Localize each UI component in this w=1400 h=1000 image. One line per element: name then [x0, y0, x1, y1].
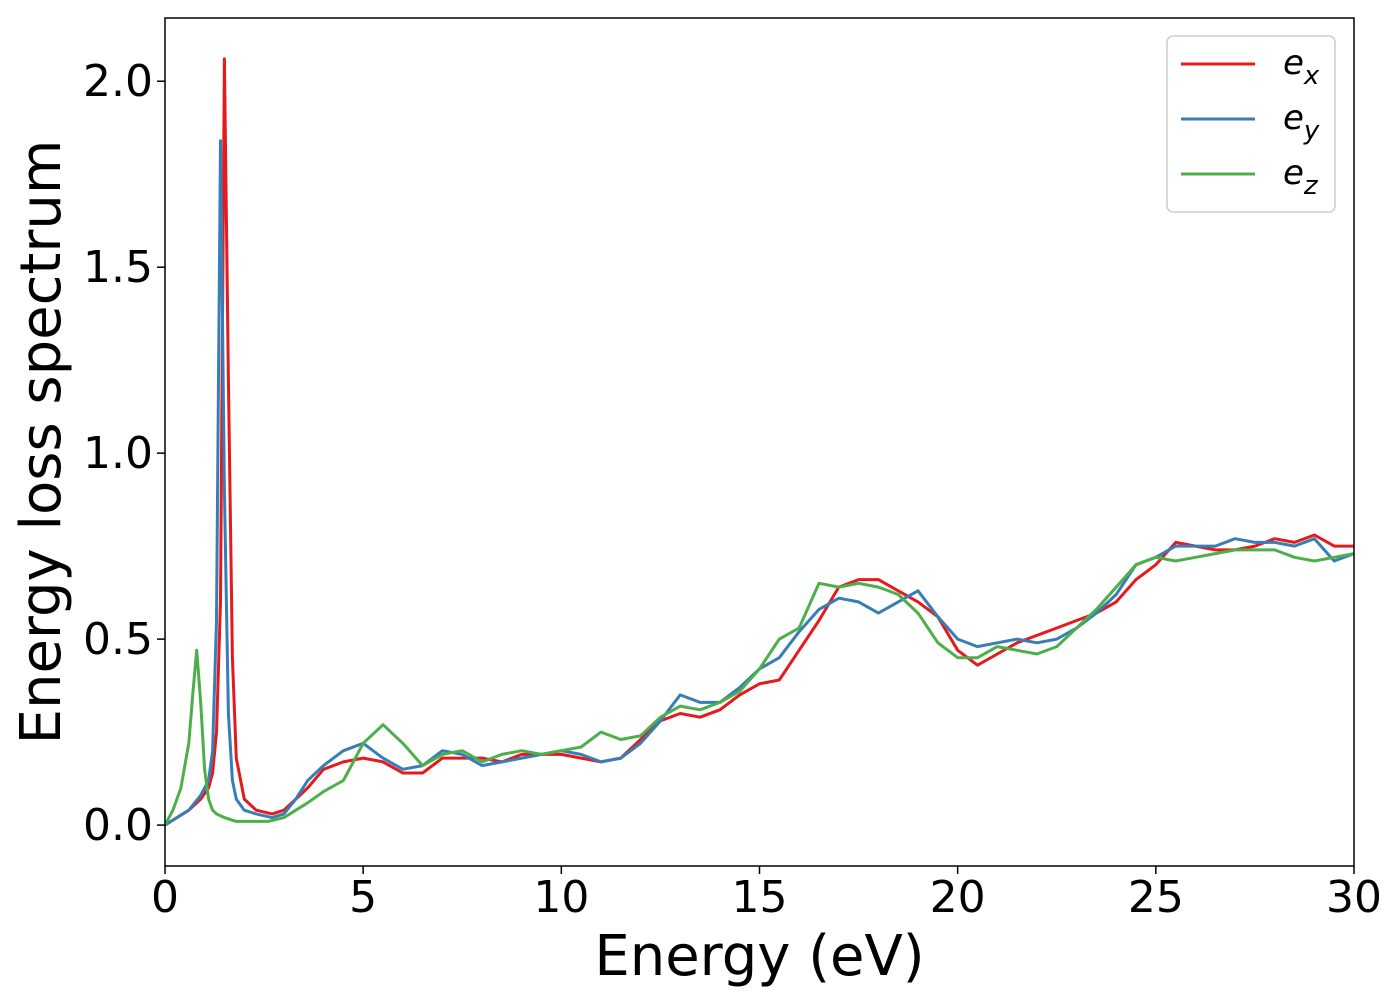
x-tick-label: 15 [732, 872, 788, 923]
x-tick-label: 10 [533, 872, 589, 923]
x-axis: 0 5 10 15 20 25 30 [151, 866, 1382, 923]
y-tick-label: 0.5 [83, 614, 153, 665]
y-tick-label: 1.0 [83, 428, 153, 479]
y-tick-label: 1.5 [83, 242, 153, 293]
legend-label-ex: ex [1283, 43, 1320, 91]
x-tick-label: 30 [1326, 872, 1382, 923]
y-tick-label: 0.0 [83, 800, 153, 851]
y-axis-label: Energy loss spectrum [9, 140, 74, 745]
x-tick-label: 20 [930, 872, 986, 923]
y-axis: 0.0 0.5 1.0 1.5 2.0 [83, 56, 165, 851]
x-tick-label: 25 [1128, 872, 1184, 923]
x-axis-label: Energy (eV) [594, 924, 924, 989]
x-tick-label: 0 [151, 872, 179, 923]
series-line-ez [165, 548, 1354, 827]
legend-label-ez: ez [1283, 153, 1319, 201]
legend-box [1166, 35, 1336, 213]
legend-label-ey: ey [1283, 98, 1320, 146]
plot-area [165, 57, 1354, 827]
series-line-ey [165, 139, 1354, 827]
y-tick-label: 2.0 [83, 56, 153, 107]
legend: ex ey ez [1166, 35, 1336, 213]
x-tick-label: 5 [349, 872, 377, 923]
